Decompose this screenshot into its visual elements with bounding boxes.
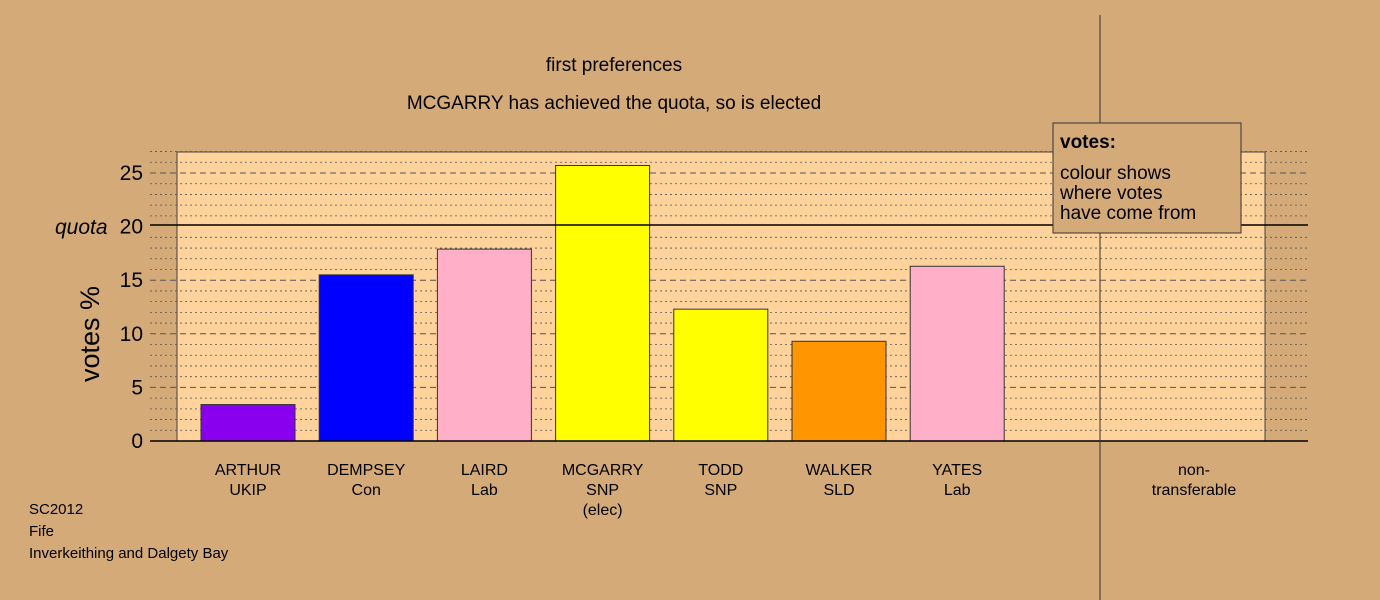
x-tick-label: WALKER	[806, 462, 873, 479]
bar-laird	[436, 248, 532, 442]
x-tick-label: (elec)	[583, 502, 623, 519]
x-tick-label: UKIP	[229, 482, 266, 499]
bar-arthur	[200, 404, 296, 442]
y-tick-label: 0	[131, 430, 143, 453]
x-labels: ARTHUR UKIP DEMPSEY Con LAIRD Lab MCGARRY SNP (e…	[215, 462, 982, 519]
quota-label: quota	[55, 216, 108, 239]
x-tick-label: Lab	[471, 482, 498, 499]
bar-dempsey	[318, 274, 414, 442]
bar-yates	[909, 265, 1005, 442]
legend-title: votes:	[1060, 132, 1116, 153]
y-tick-label: 5	[131, 376, 143, 399]
x-tick-label: ARTHUR	[215, 462, 281, 479]
x-tick-label: Con	[352, 482, 381, 499]
chart-title: first preferences	[546, 55, 682, 76]
x-tick-label: Lab	[944, 482, 971, 499]
footer-line: Fife	[29, 523, 54, 540]
y-tick-label: 25	[120, 162, 143, 185]
x-tick-label: LAIRD	[461, 462, 508, 479]
y-axis-label: votes %	[75, 286, 105, 382]
chart-subtitle: MCGARRY has achieved the quota, so is el…	[407, 93, 821, 114]
bar-todd	[673, 308, 769, 442]
legend-line: where votes	[1059, 183, 1162, 204]
x-tick-label: DEMPSEY	[327, 462, 406, 479]
legend: votes: colour shows where votes have com…	[1052, 122, 1242, 234]
x-tick-label: SNP	[704, 482, 737, 499]
legend-box	[1052, 122, 1242, 234]
x-tick-label: SLD	[823, 482, 854, 499]
y-tick-label: 10	[120, 323, 143, 346]
x-tick-label: MCGARRY	[562, 462, 644, 479]
y-tick-label: 20	[120, 216, 143, 239]
x-tick-label: TODD	[698, 462, 743, 479]
nontransferable-label-line1: non-	[1178, 462, 1210, 479]
x-tick-label: SNP	[586, 482, 619, 499]
legend-line: have come from	[1060, 203, 1196, 224]
y-tick-label: 15	[120, 269, 143, 292]
footer-line: SC2012	[29, 501, 83, 518]
footer-line: Inverkeithing and Dalgety Bay	[29, 545, 229, 562]
bar-walker	[791, 340, 887, 442]
y-ticks: 0 5 10 15 20 25	[120, 162, 143, 453]
x-tick-label: YATES	[932, 462, 982, 479]
bar-mcgarry	[555, 164, 651, 442]
nontransferable-label-line2: transferable	[1152, 482, 1237, 499]
legend-line: colour shows	[1060, 163, 1171, 184]
